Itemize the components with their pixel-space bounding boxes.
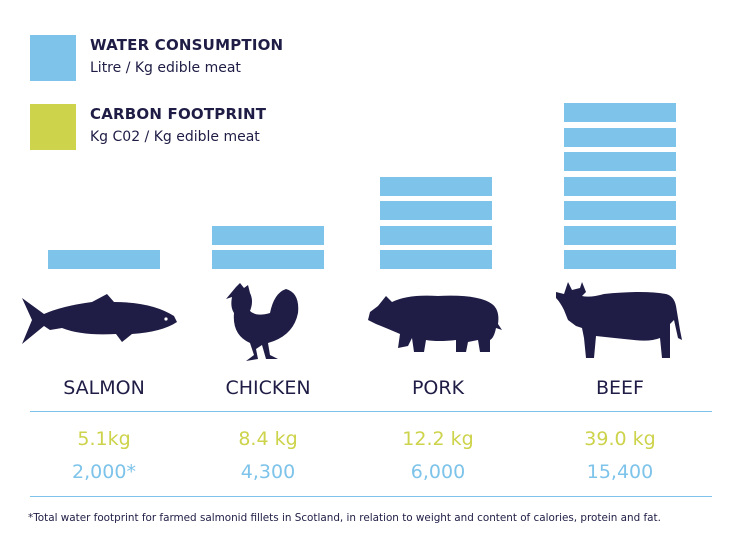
carbon-value-pork: 12.2 kg <box>402 428 474 450</box>
water-bar-block-beef <box>564 103 676 122</box>
pig-icon <box>368 295 502 352</box>
divider-top <box>30 411 712 412</box>
water-bar-block-beef <box>564 176 676 196</box>
legend-carbon-swatch <box>30 104 76 150</box>
water-value-salmon: 2,000* <box>72 461 136 483</box>
carbon-value-beef: 39.0 kg <box>584 428 656 450</box>
category-salmon: SALMON <box>63 377 145 399</box>
carbon-value-chicken: 8.4 kg <box>238 428 298 450</box>
divider-bottom <box>30 496 712 497</box>
legend-carbon-unit: Kg C02 / Kg edible meat <box>90 129 260 145</box>
water-bar-block-pork <box>380 201 492 220</box>
water-value-beef: 15,400 <box>586 461 654 483</box>
water-bar-block-salmon <box>48 250 160 269</box>
water-bar-block-pork <box>380 250 492 269</box>
legend-carbon-title: CARBON FOOTPRINT <box>90 105 267 123</box>
carbon-value-salmon: 5.1kg <box>77 428 131 450</box>
chicken-icon <box>226 283 299 361</box>
category-pork: PORK <box>411 377 465 399</box>
water-bar-block-chicken <box>212 250 324 269</box>
water-bar-block-pork <box>380 225 492 245</box>
legend-water-unit: Litre / Kg edible meat <box>90 60 241 76</box>
salmon-icon <box>22 294 177 344</box>
water-bar-block-pork <box>380 176 492 196</box>
water-value-pork: 6,000 <box>410 461 466 483</box>
legend-water-swatch <box>30 35 76 81</box>
water-bar-block-beef <box>564 250 676 269</box>
category-beef: BEEF <box>596 377 644 399</box>
water-bar-block-beef <box>564 127 676 147</box>
legend-water-title: WATER CONSUMPTION <box>90 36 284 54</box>
water-bar-block-beef <box>564 225 676 245</box>
water-bar-block-beef <box>564 201 676 220</box>
category-chicken: CHICKEN <box>225 377 311 399</box>
water-bar-block-beef <box>564 152 676 171</box>
water-bar-block-chicken <box>212 225 324 245</box>
water-value-chicken: 4,300 <box>240 461 296 483</box>
footnote: *Total water footprint for farmed salmon… <box>28 512 661 524</box>
cow-icon <box>556 282 682 358</box>
